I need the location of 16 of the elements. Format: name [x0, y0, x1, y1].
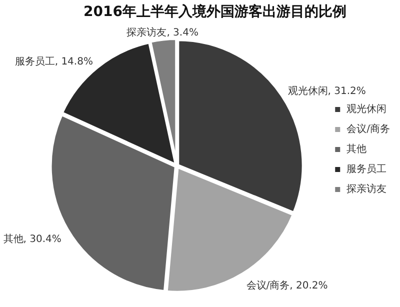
data-label: , 14.8%	[54, 56, 93, 68]
data-label: , 20.2%	[290, 280, 328, 292]
chart-title: 2016年上半年入境外国游客出游目的比例	[84, 3, 346, 20]
slice-label: 服务员工	[14, 55, 55, 68]
data-label: , 3.4%	[166, 28, 198, 39]
data-label: , 31.2%	[328, 86, 366, 98]
slice-label: 探亲访友	[126, 26, 167, 39]
data-label: , 30.4%	[23, 234, 62, 245]
legend-label: 其他	[346, 143, 367, 156]
legend-label: 会议/商务	[346, 123, 390, 136]
slice-label: 观光休闲	[288, 85, 328, 98]
legend-label: 探亲访友	[346, 183, 387, 196]
slice-label: 其他	[3, 232, 24, 245]
slice-label: 会议/商务	[246, 280, 290, 292]
legend-label: 观光休闲	[346, 103, 387, 116]
legend-label: 服务员工	[346, 163, 387, 176]
